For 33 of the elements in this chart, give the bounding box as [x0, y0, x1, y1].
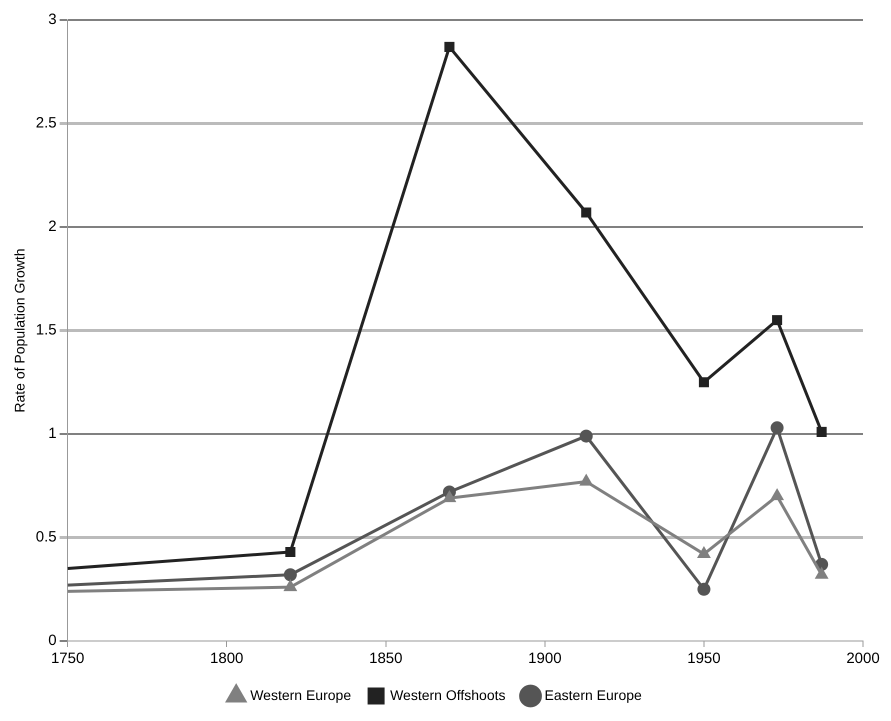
point [285, 546, 296, 558]
legend-label: Western Offshoots [390, 686, 506, 703]
legend-label: Eastern Europe [544, 686, 642, 703]
legend-label: Western Europe [250, 686, 352, 703]
x-tick-label: 1900 [528, 650, 562, 668]
x-tick-label: 1750 [50, 650, 84, 668]
y-axis-title: Rate of Population Growth [11, 248, 28, 413]
y-tick-label: 3 [48, 11, 57, 28]
point [698, 377, 709, 388]
point [580, 430, 593, 443]
y-tick-label: 0 [48, 632, 57, 650]
x-tick-label: 2000 [846, 650, 880, 668]
point [697, 582, 710, 596]
point [772, 315, 782, 326]
point [444, 492, 456, 502]
x-tick-label: 1950 [687, 650, 721, 668]
point [581, 207, 592, 218]
point [580, 475, 592, 486]
point [698, 548, 710, 558]
point [770, 421, 784, 434]
y-tick-label: 1.5 [36, 322, 57, 339]
point [816, 426, 827, 437]
point [284, 568, 297, 582]
y-tick-label: 2 [48, 218, 57, 236]
y-tick-label: 1 [48, 425, 57, 442]
point [284, 580, 296, 592]
x-tick-label: 1850 [369, 650, 402, 668]
point [771, 490, 783, 500]
x-tick-label: 1800 [210, 650, 244, 668]
point [444, 42, 454, 52]
y-tick-label: 2.5 [36, 114, 57, 132]
point [816, 568, 828, 579]
y-tick-label: 0.5 [36, 528, 57, 546]
